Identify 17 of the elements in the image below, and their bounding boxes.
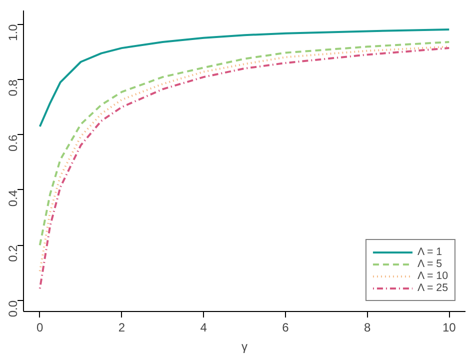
y-tick-label: 1.0 — [6, 24, 20, 41]
legend-label: Λ = 10 — [417, 270, 448, 282]
y-tick-label: 0.0 — [6, 300, 20, 318]
y-tick-label: 0.2 — [6, 244, 20, 262]
x-tick-label: 0 — [36, 320, 44, 334]
x-tick-label: 8 — [364, 320, 371, 334]
legend-label: Λ = 25 — [417, 282, 448, 294]
x-tick-label: 10 — [442, 320, 456, 334]
x-tick-label: 2 — [118, 320, 126, 334]
legend-label: Λ = 1 — [417, 246, 442, 258]
y-tick-label: 0.4 — [6, 190, 20, 207]
legend-label: Λ = 5 — [417, 258, 442, 270]
x-axis-title: γ — [242, 340, 248, 354]
x-tick-label: 4 — [200, 320, 208, 334]
y-tick-label: 0.8 — [6, 79, 20, 96]
y-tick-label: 0.6 — [6, 134, 20, 152]
x-tick-label: 6 — [282, 320, 290, 334]
